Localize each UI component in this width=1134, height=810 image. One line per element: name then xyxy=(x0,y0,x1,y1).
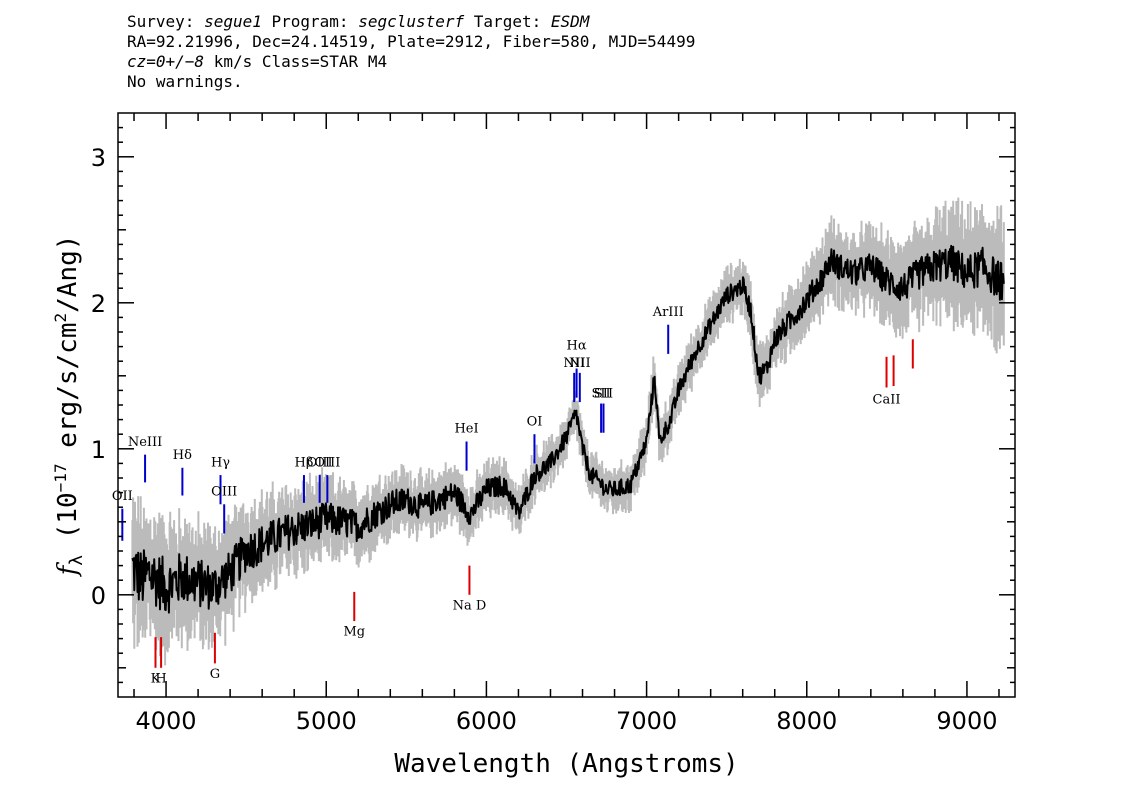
x-tick-label: 4000 xyxy=(136,707,197,735)
y-tick-label: 0 xyxy=(91,582,106,610)
axis-ticks: 4000 5000 6000 7000 8000 9000 0 1 2 3 xyxy=(91,113,1015,735)
y-axis-title-part2: erg/s/cm xyxy=(53,323,83,464)
emission-line-label: OIII xyxy=(211,485,237,500)
program-value: segclusterf xyxy=(358,12,465,31)
x-tick-label: 9000 xyxy=(936,707,997,735)
survey-label: Survey: xyxy=(127,12,205,31)
header-line-warnings: No warnings. xyxy=(127,72,243,91)
x-tick-label: 8000 xyxy=(776,707,837,735)
y-axis-title: fλ (10−17 erg/s/cm2/Ang) xyxy=(51,235,87,578)
emission-line-label: NeIII xyxy=(128,435,162,450)
emission-line-label: Hδ xyxy=(173,448,192,463)
header-line-coords: RA=92.21996, Dec=24.14519, Plate=2912, F… xyxy=(127,32,696,51)
emission-line-label: OIII xyxy=(314,455,340,470)
x-tick-label: 6000 xyxy=(456,707,517,735)
emission-line-label: ArIII xyxy=(652,305,684,320)
absorption-line-label: Na D xyxy=(453,598,487,613)
x-tick-label: 5000 xyxy=(296,707,357,735)
survey-value: segue1 xyxy=(204,12,262,31)
cz-label: cz xyxy=(127,52,147,71)
cz-value: =0+/−8 xyxy=(146,52,205,71)
y-tick-label: 2 xyxy=(91,290,106,318)
absorption-line-label: G xyxy=(210,667,220,682)
emission-line-label: OI xyxy=(527,414,543,429)
emission-line-label: Hγ xyxy=(211,455,230,470)
target-value: ESDM xyxy=(550,12,590,31)
y-tick-label: 1 xyxy=(91,436,106,464)
header-line-survey: Survey: segue1 Program: segclusterf Targ… xyxy=(127,12,695,32)
spectrum-header: Survey: segue1 Program: segclusterf Targ… xyxy=(127,12,695,92)
cz-units-class: km/s Class=STAR M4 xyxy=(204,52,388,71)
program-label: Program: xyxy=(261,12,359,31)
absorption-line-label: CaII xyxy=(873,393,901,408)
x-axis-title: Wavelength (Angstroms) xyxy=(394,749,738,779)
emission-line-label: OIII xyxy=(307,455,333,470)
emission-line-label: OII xyxy=(112,489,133,504)
y-axis-title-part3: /Ang) xyxy=(53,235,83,313)
flux-layer xyxy=(131,244,1005,614)
target-label: Target: xyxy=(464,12,551,31)
y-axis-title-exp2: 2 xyxy=(51,313,70,323)
emission-line-label: NII xyxy=(569,356,591,371)
emission-line-label: Hβ xyxy=(295,455,314,470)
absorption-line-label: H xyxy=(155,671,166,686)
emission-line-label: NII xyxy=(563,356,585,371)
x-tick-label: 7000 xyxy=(616,707,677,735)
emission-line-label: SII xyxy=(594,387,613,402)
y-axis-title-lambda: λ xyxy=(66,555,87,566)
absorption-line-label: Mg xyxy=(343,625,365,640)
y-tick-label: 3 xyxy=(91,144,106,172)
absorption-line-label: K xyxy=(151,671,161,686)
emission-line-label: HeI xyxy=(454,422,478,437)
flux-series-line xyxy=(131,244,1005,614)
emission-line-label: SII xyxy=(592,387,611,402)
header-line-class: cz=0+/−8 km/s Class=STAR M4 xyxy=(127,52,695,72)
y-axis-title-exp1: −17 xyxy=(51,463,70,492)
y-axis-title-part1: (10 xyxy=(53,492,83,555)
emission-line-label: Hα xyxy=(567,339,587,354)
